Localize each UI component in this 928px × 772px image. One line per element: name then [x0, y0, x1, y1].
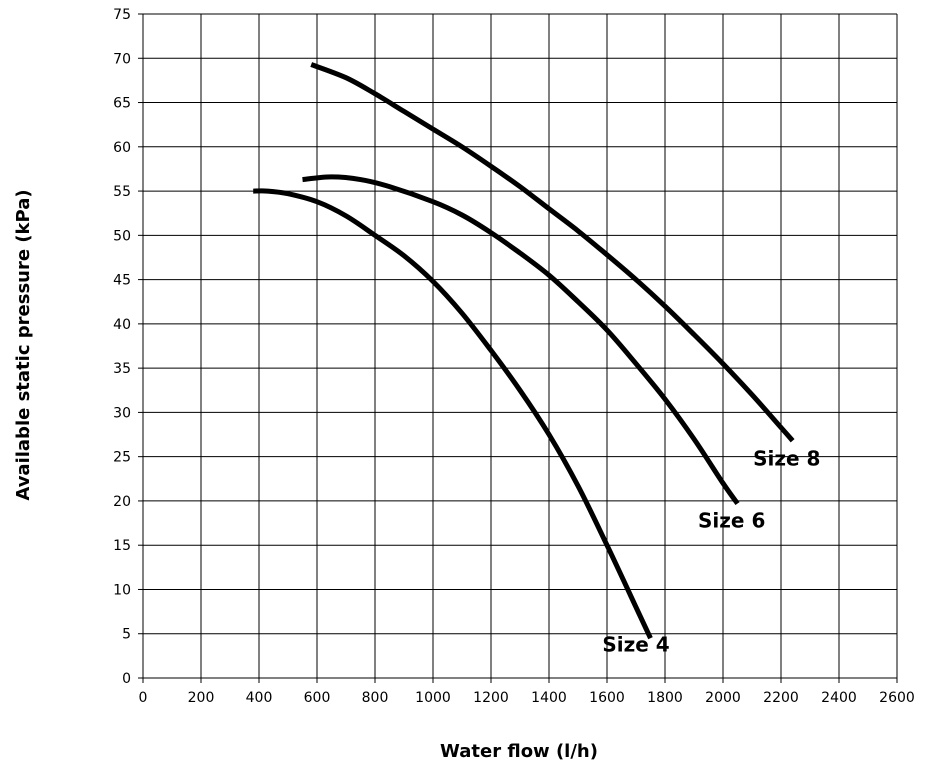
y-tick-label: 0 — [122, 671, 131, 687]
x-tick-label: 400 — [246, 690, 273, 706]
y-tick-label: 10 — [113, 582, 131, 598]
x-tick-label: 2200 — [763, 690, 799, 706]
series-label-size-8: Size 8 — [753, 447, 820, 471]
y-tick-label: 55 — [113, 184, 131, 200]
series-label-size-4: Size 4 — [602, 632, 669, 656]
y-tick-label: 65 — [113, 96, 131, 112]
series-line-size-6 — [302, 174, 740, 506]
y-tick-label: 45 — [113, 273, 131, 289]
y-tick-label: 60 — [113, 140, 131, 156]
x-tick-label: 1800 — [647, 690, 683, 706]
y-tick-label: 50 — [113, 228, 131, 244]
y-tick-label: 30 — [113, 405, 131, 421]
x-tick-label: 1600 — [589, 690, 625, 706]
x-axis-title: Water flow (l/h) — [440, 741, 598, 762]
series-label-size-6: Size 6 — [698, 508, 765, 532]
series-line-size-8 — [310, 62, 795, 443]
y-tick-label: 15 — [113, 538, 131, 554]
series-line-size-4 — [253, 188, 653, 640]
y-tick-label: 75 — [113, 7, 131, 23]
y-tick-label: 5 — [122, 627, 131, 643]
x-tick-label: 2000 — [705, 690, 741, 706]
y-tick-label: 25 — [113, 450, 131, 466]
x-tick-label: 1000 — [415, 690, 451, 706]
x-tick-label: 600 — [304, 690, 331, 706]
y-tick-label: 35 — [113, 361, 131, 377]
series-curves — [253, 62, 795, 640]
x-tick-label: 1200 — [473, 690, 509, 706]
x-tick-label: 200 — [188, 690, 215, 706]
x-tick-label: 800 — [362, 690, 389, 706]
x-tick-label: 1400 — [531, 690, 567, 706]
grid — [138, 13, 898, 683]
y-tick-label: 20 — [113, 494, 131, 510]
x-tick-label: 2400 — [821, 690, 857, 706]
tick-labels: 0 200 400 600 800 1000 1200 1400 1600 1800 2000 220… — [113, 7, 915, 706]
y-tick-label: 70 — [113, 51, 131, 67]
x-tick-label: 2600 — [879, 690, 915, 706]
y-axis-title: Available static pressure (kPa) — [13, 189, 34, 500]
y-tick-label: 40 — [113, 317, 131, 333]
series-labels: Size 4 Size 6 Size 8 — [602, 447, 820, 657]
x-tick-label: 0 — [139, 690, 148, 706]
